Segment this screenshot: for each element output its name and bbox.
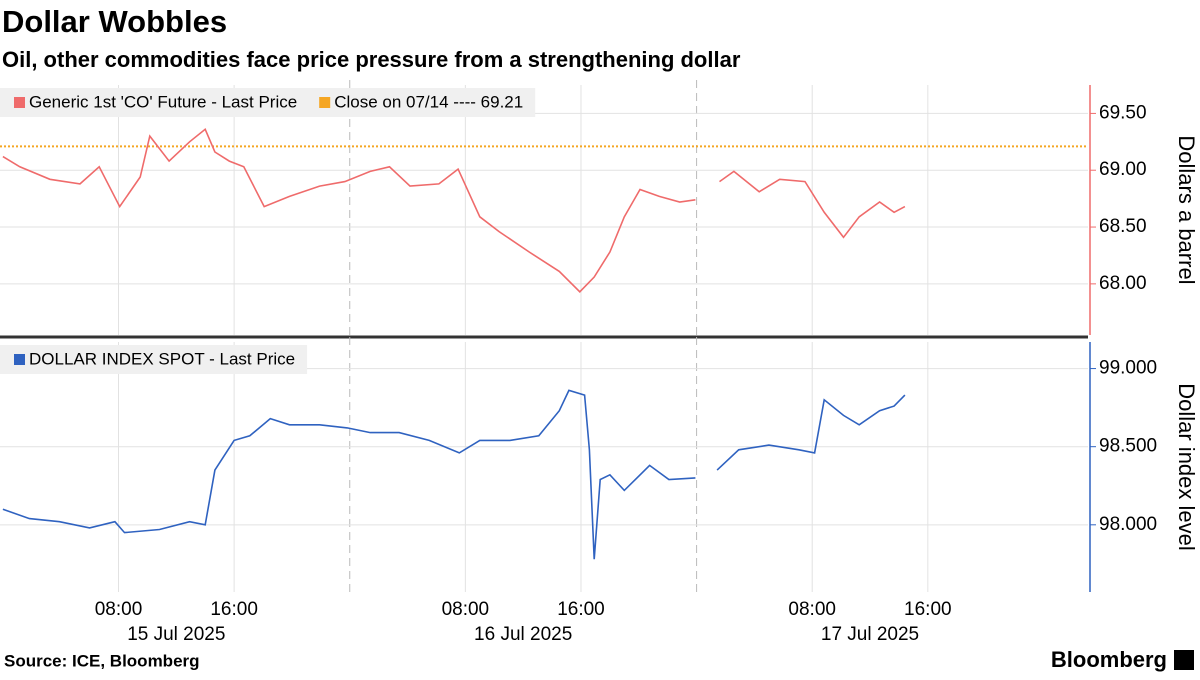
legend-swatch — [14, 354, 25, 365]
series-line — [2, 389, 906, 560]
y-tick-label: 69.00 — [1099, 159, 1147, 180]
y-tick-label: 99.000 — [1099, 358, 1157, 379]
x-tick-label: 16:00 — [904, 599, 952, 620]
x-tick-label: 08:00 — [95, 599, 143, 620]
brand: Bloomberg — [1051, 647, 1167, 672]
legend-label: Close on 07/14 ---- 69.21 — [334, 92, 523, 111]
x-tick-label: 16:00 — [210, 599, 258, 620]
legend-bg — [0, 345, 308, 374]
source: Source: ICE, Bloomberg — [4, 651, 200, 670]
legend-swatch — [14, 97, 25, 108]
y-tick-label: 68.00 — [1099, 273, 1147, 294]
y-axis-label: Dollar index level — [1174, 383, 1199, 551]
y-tick-label: 68.50 — [1099, 216, 1147, 237]
series-line — [2, 128, 906, 293]
y-tick-label: 98.500 — [1099, 436, 1157, 457]
legend-swatch — [319, 97, 331, 108]
x-tick-label: 08:00 — [788, 599, 836, 620]
y-tick-label: 69.50 — [1099, 102, 1147, 123]
chart-title: Dollar Wobbles — [2, 4, 227, 39]
y-tick-label: 98.000 — [1099, 514, 1157, 535]
legend-label: Generic 1st 'CO' Future - Last Price — [29, 92, 297, 111]
legend-bg — [0, 88, 536, 117]
x-date-label: 16 Jul 2025 — [474, 624, 572, 645]
x-date-label: 17 Jul 2025 — [821, 624, 919, 645]
x-tick-label: 08:00 — [442, 599, 490, 620]
x-date-label: 15 Jul 2025 — [127, 624, 225, 645]
y-axis-label: Dollars a barrel — [1174, 135, 1199, 284]
legend-label: DOLLAR INDEX SPOT - Last Price — [29, 349, 295, 368]
x-tick-label: 16:00 — [557, 599, 605, 620]
chart-subtitle: Oil, other commodities face price pressu… — [2, 47, 741, 72]
brand-icon — [1174, 650, 1194, 670]
